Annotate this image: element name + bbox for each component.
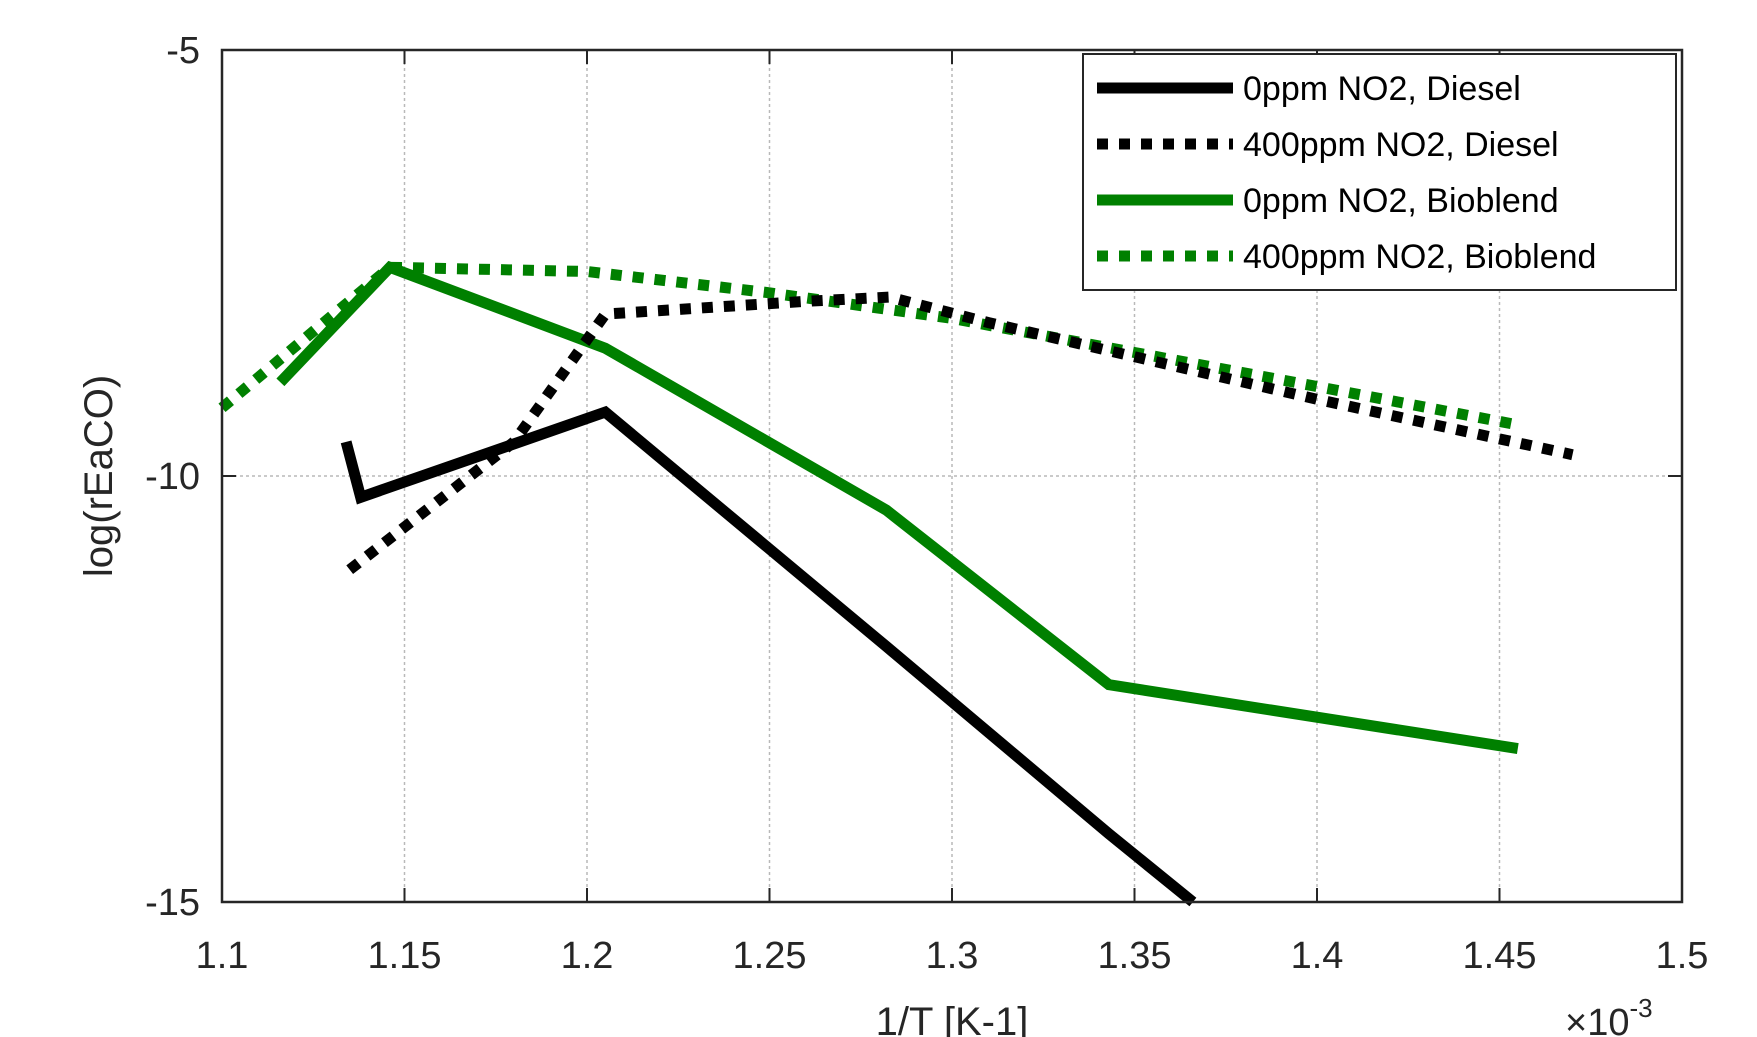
x-multiplier-exponent: -3 xyxy=(1629,993,1652,1023)
x-tick-label: 1.45 xyxy=(1463,935,1537,977)
x-axis-title: 1/T [K-1] xyxy=(876,1000,1029,1037)
legend: 0ppm NO2, Diesel 400ppm NO2, Diesel 0ppm N… xyxy=(1082,53,1677,291)
x-tick-label: 1.3 xyxy=(926,935,979,977)
grid xyxy=(222,50,1682,902)
series-layer xyxy=(218,260,1574,907)
x-axis-multiplier: ×10-3 xyxy=(1565,993,1653,1037)
y-axis-title: log(rEaCO) xyxy=(77,375,121,577)
series-line-0 xyxy=(340,405,1197,907)
y-tick-label: -5 xyxy=(166,30,200,72)
x-tick-label: 1.25 xyxy=(733,935,807,977)
tick-labels: 1.1 1.15 1.2 1.25 1.3 1.35 1.4 1.45 1.5 -5 -10 -15 xyxy=(145,30,1708,977)
x-tick-label: 1.35 xyxy=(1098,935,1172,977)
x-tick-label: 1.15 xyxy=(368,935,442,977)
legend-label-0: 0ppm NO2, Diesel xyxy=(1243,70,1521,108)
x-tick-label: 1.1 xyxy=(196,935,249,977)
x-multiplier-base: ×10 xyxy=(1565,1002,1629,1037)
series-line-2 xyxy=(276,260,1519,755)
legend-label-2: 0ppm NO2, Bioblend xyxy=(1243,182,1559,220)
x-tick-label: 1.5 xyxy=(1656,935,1709,977)
series-line-3 xyxy=(218,261,1519,431)
legend-label-3: 400ppm NO2, Bioblend xyxy=(1243,238,1596,276)
y-tick-label: -15 xyxy=(145,882,200,924)
legend-label-1: 400ppm NO2, Diesel xyxy=(1243,126,1559,164)
x-tick-label: 1.2 xyxy=(561,935,614,977)
y-tick-label: -10 xyxy=(145,456,200,498)
x-tick-label: 1.4 xyxy=(1291,935,1344,977)
